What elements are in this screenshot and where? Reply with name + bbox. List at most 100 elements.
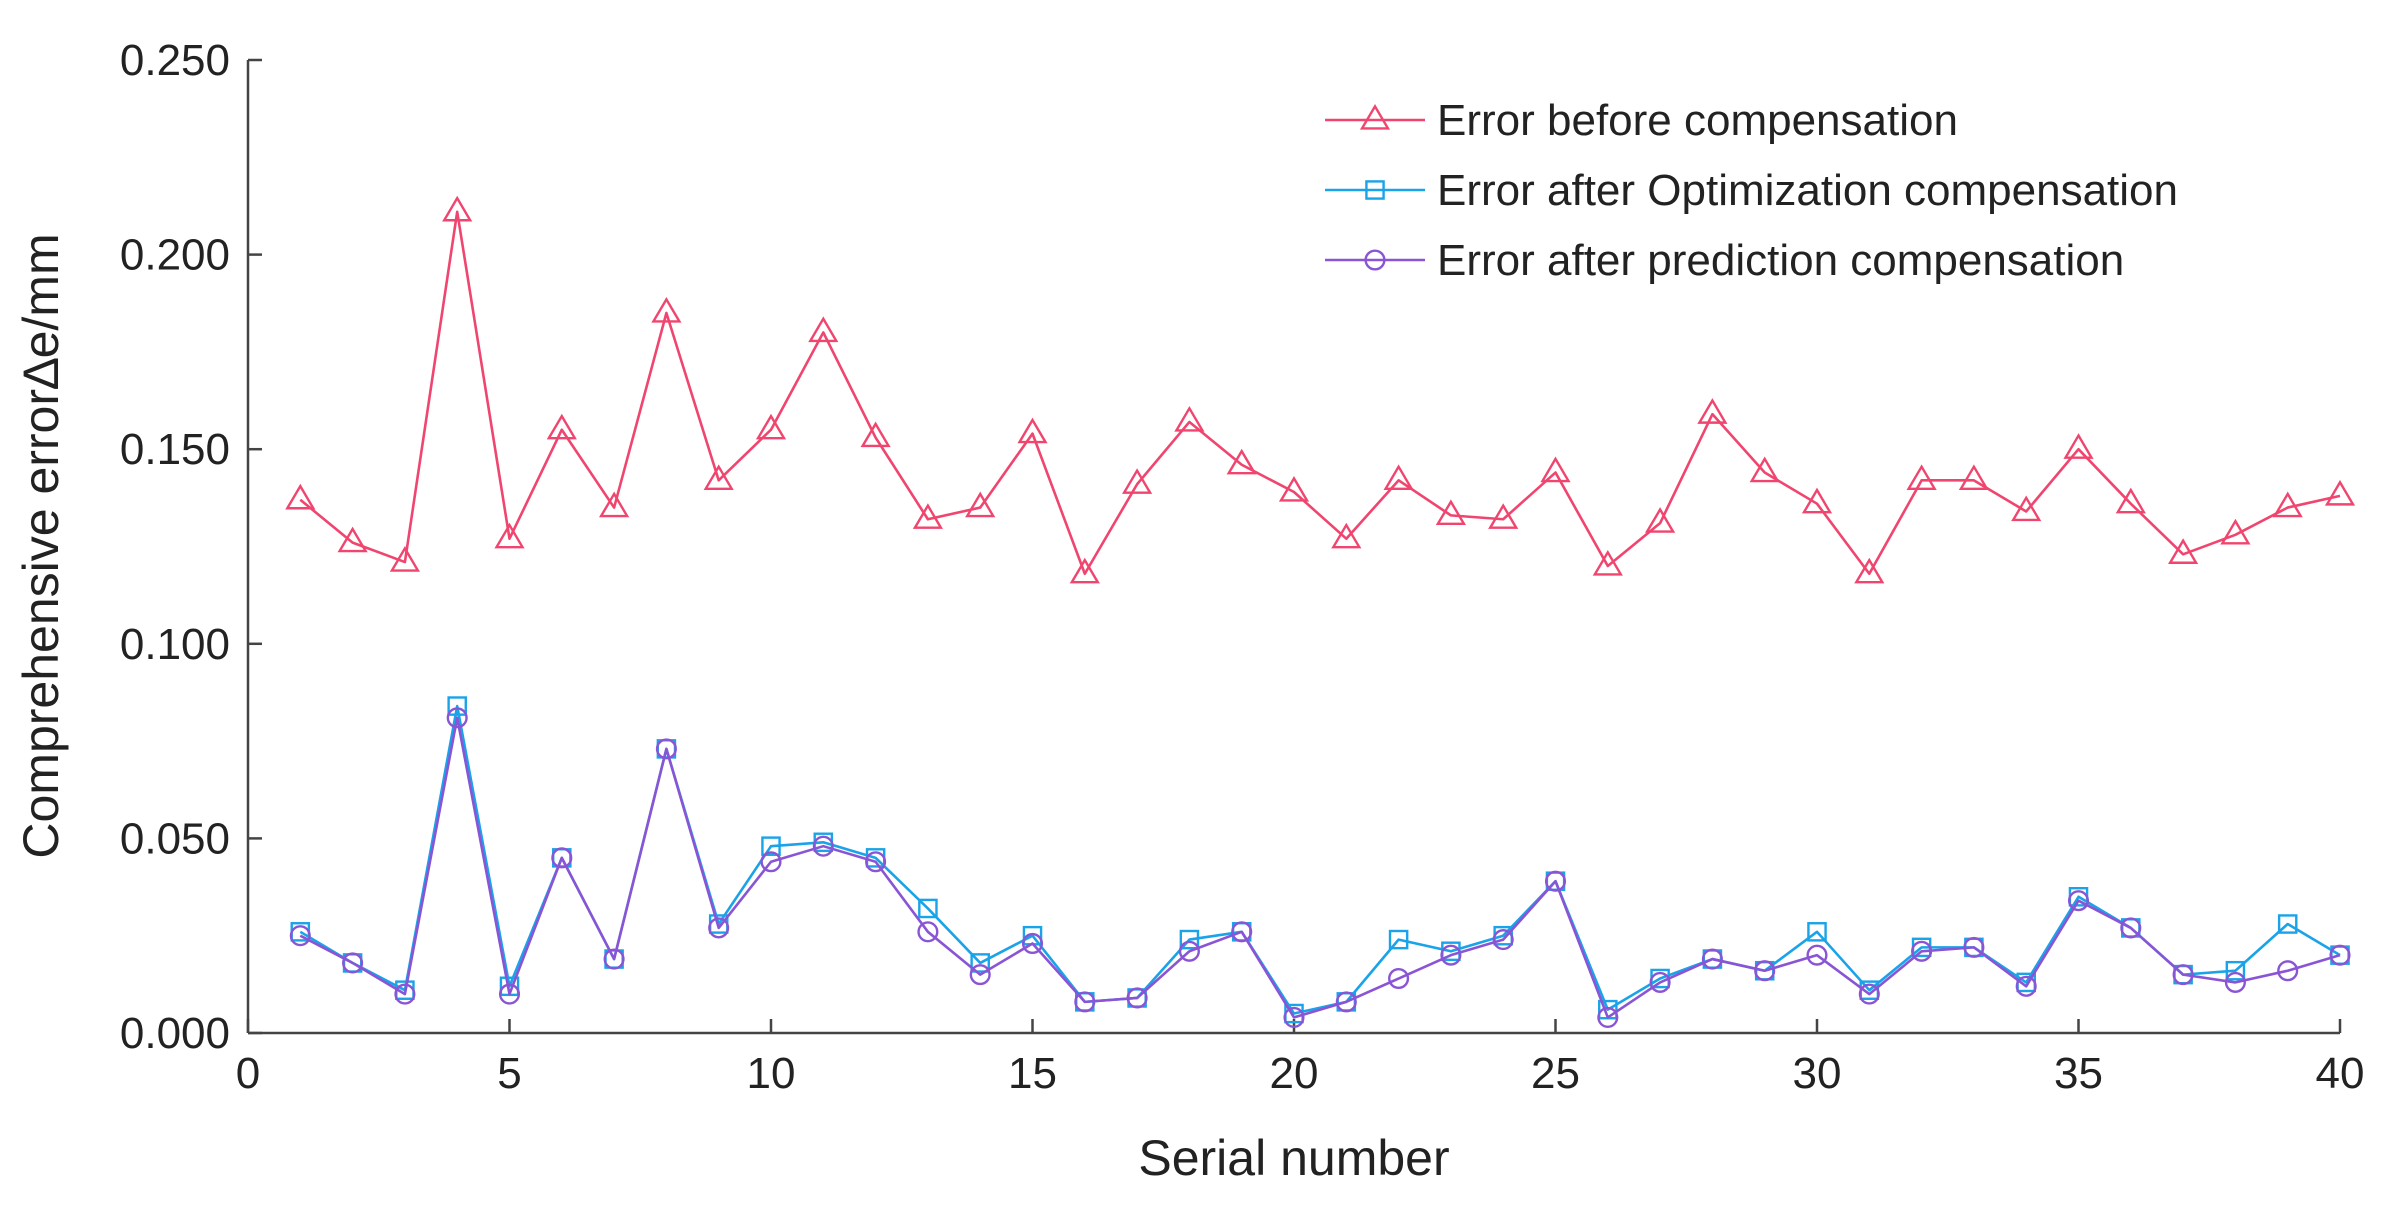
circle-marker: [394, 983, 416, 1005]
circle-marker: [1178, 940, 1200, 962]
circle-marker: [1858, 983, 1880, 1005]
y-axis-label: Comprehensive error∆e/mm: [13, 233, 69, 858]
triangle-marker: [2063, 433, 2094, 459]
triangle-marker: [2220, 518, 2251, 545]
triangle-marker: [1017, 417, 1048, 444]
triangle-marker: [2011, 495, 2042, 522]
series-layer: [285, 195, 2356, 1028]
circle-marker: [1492, 929, 1514, 951]
legend-label: Error after Optimization compensation: [1437, 166, 2178, 215]
y-tick-label: 0.250: [120, 36, 230, 85]
triangle-marker: [1122, 468, 1153, 494]
circle-marker: [551, 847, 573, 869]
y-tick-label: 0.000: [120, 1009, 230, 1058]
triangle-marker: [965, 491, 996, 518]
y-tick-label: 0.200: [120, 231, 230, 280]
circle-marker: [498, 983, 521, 1005]
circle-marker: [1911, 940, 1933, 962]
circle-marker: [969, 964, 991, 986]
square-marker: [1807, 922, 1827, 942]
circle-marker: [342, 952, 364, 974]
x-tick-label: 40: [2316, 1049, 2365, 1098]
circle-marker: [1806, 944, 1828, 966]
circle-marker: [1126, 987, 1148, 1009]
circle-marker: [2015, 975, 2037, 997]
square-marker: [2225, 960, 2246, 981]
circle-marker: [1388, 967, 1410, 990]
circle-marker: [2329, 944, 2351, 966]
triangle-marker: [808, 316, 839, 343]
triangle-marker: [1592, 549, 1623, 576]
circle-marker: [1335, 991, 1357, 1013]
series-triangle: [285, 195, 2356, 584]
circle-marker: [603, 948, 625, 970]
square-marker: [1388, 929, 1409, 950]
circle-marker: [2277, 960, 2299, 982]
circle-marker: [2224, 971, 2246, 993]
circle-marker: [1701, 948, 1723, 970]
series-circle: [289, 707, 2351, 1028]
triangle-marker: [285, 483, 316, 510]
circle-marker: [446, 707, 468, 729]
circle-marker: [1231, 921, 1253, 943]
x-tick-label: 15: [1008, 1049, 1057, 1098]
circle-marker: [1963, 936, 1985, 958]
series-square: [290, 696, 2350, 1024]
triangle-marker: [1488, 503, 1519, 529]
circle-marker: [1021, 932, 1044, 955]
triangle-marker: [2168, 538, 2199, 564]
series-line: [299, 716, 2341, 1019]
x-tick-label: 25: [1531, 1049, 1580, 1098]
triangle-marker: [546, 413, 577, 440]
triangle-marker: [1383, 464, 1414, 490]
x-tick-label: 10: [747, 1049, 796, 1098]
triangle-marker: [1645, 507, 1676, 533]
x-tick-label: 35: [2054, 1049, 2103, 1098]
circle-marker: [289, 925, 311, 947]
square-marker: [970, 953, 990, 973]
square-marker: [918, 898, 938, 919]
x-tick-label: 0: [236, 1049, 260, 1098]
circle-marker: [1544, 870, 1567, 892]
triangle-marker: [1174, 405, 1205, 432]
x-tick-label: 30: [1793, 1049, 1842, 1098]
triangle-marker: [1958, 464, 1989, 490]
y-tick-label: 0.050: [120, 814, 230, 863]
legend: Error before compensation Error after Opt…: [1325, 96, 2178, 285]
triangle-marker: [1854, 557, 1885, 584]
triangle-marker: [1278, 475, 1310, 502]
x-axis-label: Serial number: [1138, 1130, 1449, 1186]
series-line: [299, 210, 2341, 576]
square-marker: [761, 836, 781, 856]
triangle-marker: [2324, 479, 2356, 506]
circle-marker: [2120, 917, 2142, 939]
legend-label: Error after prediction compensation: [1437, 236, 2124, 285]
triangle-marker: [1435, 499, 1466, 526]
circle-marker: [865, 851, 887, 873]
triangle-marker: [860, 421, 891, 448]
square-marker: [1179, 929, 1200, 950]
circle-marker: [1440, 944, 1462, 966]
circle-marker: [1649, 971, 1671, 993]
triangle-marker: [337, 526, 368, 553]
circle-marker: [1074, 991, 1096, 1013]
circle-marker: [760, 851, 782, 873]
circle-marker: [655, 738, 677, 760]
triangle-marker: [1331, 522, 1362, 549]
triangle-marker: [1226, 448, 1257, 475]
triangle-marker: [1069, 557, 1100, 584]
y-tick-label: 0.100: [120, 620, 230, 669]
circle-marker: [1364, 249, 1386, 271]
x-tick-label: 5: [497, 1049, 521, 1098]
triangle-marker: [912, 503, 943, 529]
triangle-marker: [2115, 487, 2146, 514]
triangle-marker: [703, 464, 734, 490]
circle-marker: [2067, 890, 2090, 912]
triangle-marker: [1906, 464, 1937, 490]
circle-marker: [1754, 960, 1776, 982]
triangle-marker: [1697, 398, 1728, 424]
triangle-marker: [2272, 491, 2303, 518]
triangle-marker: [442, 195, 473, 222]
circle-marker: [917, 921, 939, 943]
